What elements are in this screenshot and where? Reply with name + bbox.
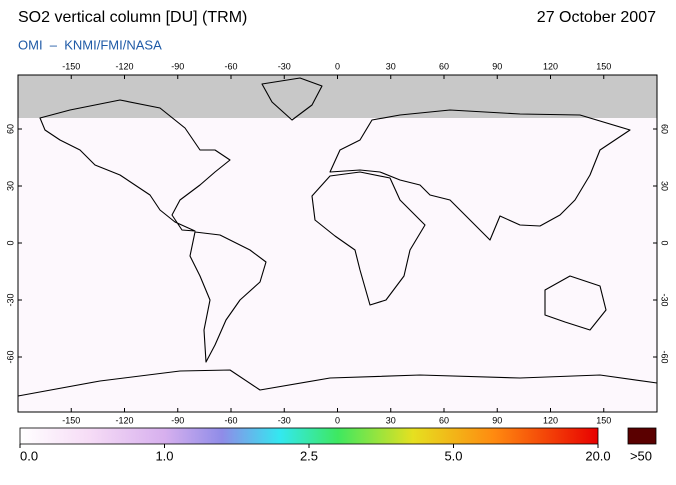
lat-tick-label: -60	[5, 350, 15, 363]
subtitle: OMI – KNMI/FMI/NASA	[18, 37, 162, 52]
lon-tick-label: 30	[386, 61, 396, 71]
lon-tick-label: -90	[171, 61, 184, 71]
lon-tick-label: 150	[596, 61, 611, 71]
lon-tick-label: 0	[335, 61, 340, 71]
lon-tick-label: 90	[492, 415, 502, 425]
lon-tick-label: 120	[543, 415, 558, 425]
colorbar-tick-label: 5.0	[444, 448, 462, 463]
greenland	[261, 77, 323, 121]
eurasia	[329, 109, 631, 241]
lat-tick-label: 30	[5, 181, 15, 191]
colorbar-overflow-label: >50	[630, 448, 652, 463]
title: SO2 vertical column [DU] (TRM)	[18, 9, 247, 26]
lon-tick-label: 90	[492, 61, 502, 71]
lon-tick-label: -150	[62, 415, 80, 425]
lon-tick-label: -120	[115, 415, 133, 425]
coastlines	[17, 77, 658, 397]
lon-tick-label: 0	[335, 415, 340, 425]
colorbar-tick-label: 0.0	[20, 448, 38, 463]
colorbar-tick-label: 1.0	[155, 448, 173, 463]
lon-tick-label: -30	[278, 61, 291, 71]
colorbar-tick-label: 20.0	[585, 448, 610, 463]
lon-tick-label: 30	[386, 415, 396, 425]
lon-tick-label: -60	[224, 415, 237, 425]
lon-tick-label: 150	[596, 415, 611, 425]
lon-tick-label: 60	[439, 61, 449, 71]
lat-tick-label: 0	[660, 240, 670, 245]
lon-tick-label: -120	[115, 61, 133, 71]
lon-tick-label: -60	[224, 61, 237, 71]
colorbar-tick-label: 2.5	[300, 448, 318, 463]
map-background	[18, 75, 657, 412]
lat-tick-label: 60	[5, 124, 15, 134]
lat-tick-label: 60	[660, 124, 670, 134]
lon-tick-label: -30	[278, 415, 291, 425]
lat-tick-label: -30	[5, 293, 15, 306]
lat-tick-label: -60	[660, 350, 670, 363]
lat-tick-label: 0	[5, 240, 15, 245]
lat-tick-label: 30	[660, 181, 670, 191]
south-america	[189, 231, 267, 363]
colorbar	[19, 427, 599, 445]
africa	[311, 171, 426, 306]
lat-tick-label: -30	[660, 293, 670, 306]
north-america	[39, 99, 231, 232]
lon-tick-label: 120	[543, 61, 558, 71]
lon-tick-label: 60	[439, 415, 449, 425]
no-data-region	[18, 75, 657, 118]
australia	[544, 275, 607, 331]
date: 27 October 2007	[537, 9, 656, 26]
lon-tick-label: -90	[171, 415, 184, 425]
antarctica	[17, 369, 658, 397]
lon-tick-label: -150	[62, 61, 80, 71]
colorbar-overflow	[627, 427, 657, 445]
